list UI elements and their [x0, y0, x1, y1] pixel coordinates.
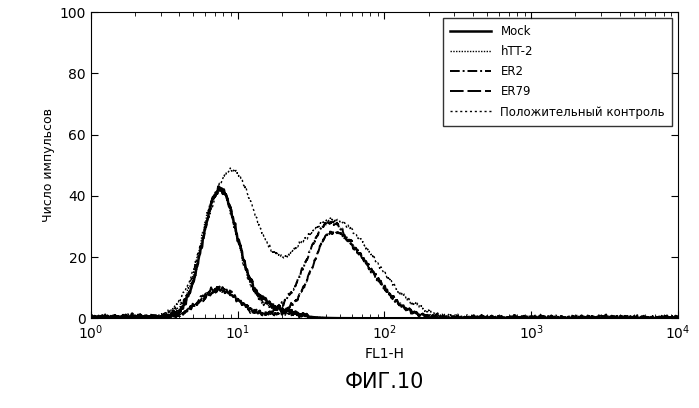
Y-axis label: Число импульсов: Число импульсов — [43, 108, 55, 222]
X-axis label: FL1-H: FL1-H — [364, 347, 405, 361]
Text: ФИГ.10: ФИГ.10 — [345, 372, 424, 392]
Legend: Mock, hTT-2, ER2, ER79, Положительный контроль: Mock, hTT-2, ER2, ER79, Положительный ко… — [442, 18, 672, 126]
